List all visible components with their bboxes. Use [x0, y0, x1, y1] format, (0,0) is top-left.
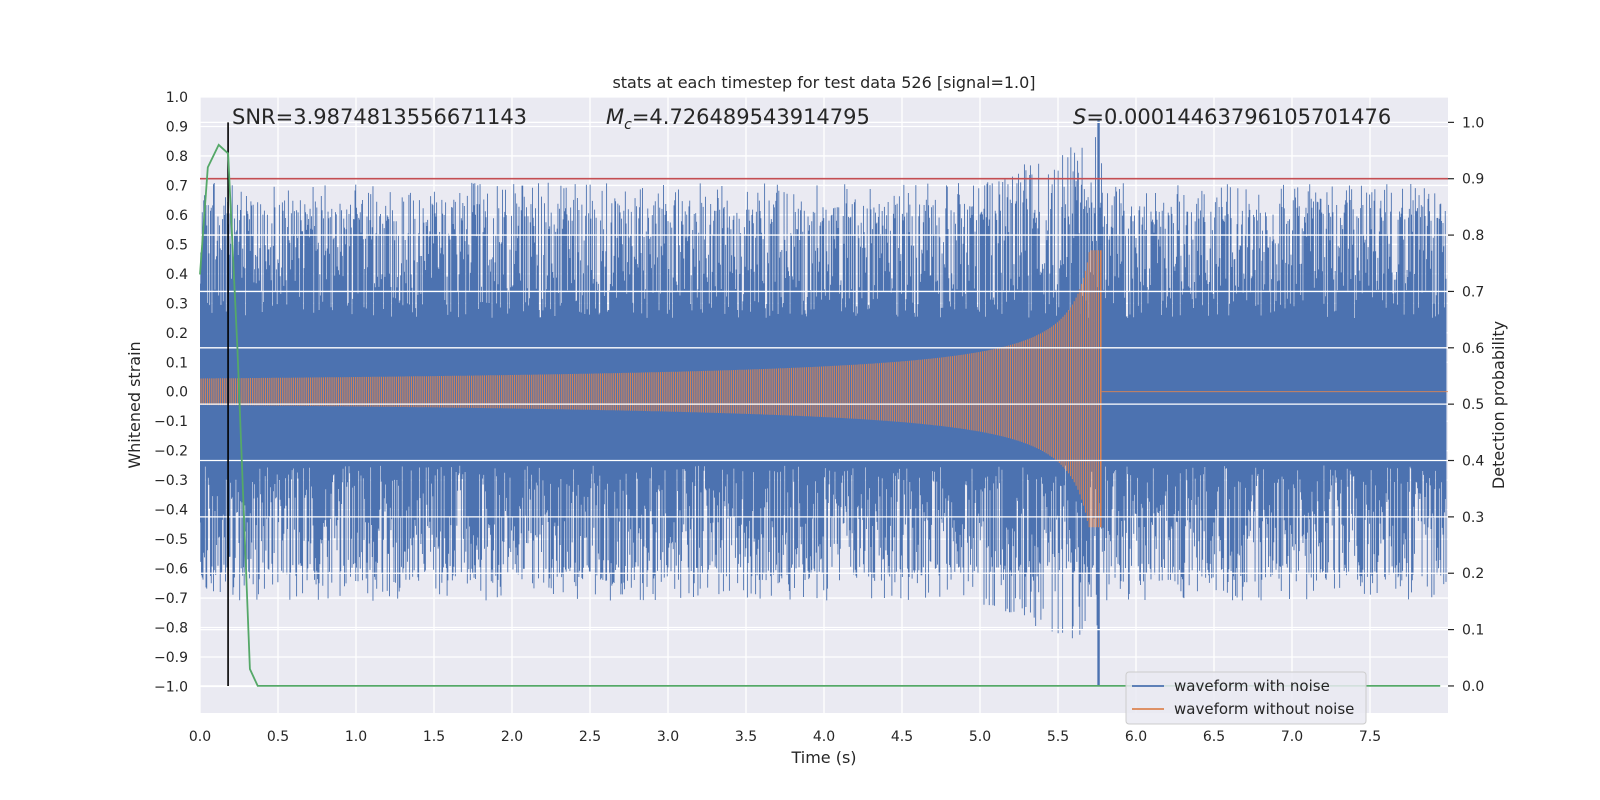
x-tick-label: 2.0	[501, 729, 523, 745]
x-tick-label: 1.0	[345, 729, 367, 745]
y2-axis-label: Detection probability	[1489, 321, 1508, 489]
y-tick-label: −0.9	[154, 650, 188, 666]
y-tick-label: 0.4	[166, 267, 188, 283]
y-tick-label: −0.1	[154, 414, 188, 430]
y2-tick-label: 0.8	[1462, 228, 1484, 244]
y-tick-label: −0.5	[154, 532, 188, 548]
x-tick-label: 7.0	[1281, 729, 1303, 745]
legend-label-no-noise: waveform without noise	[1174, 700, 1354, 718]
x-tick-label: 6.0	[1125, 729, 1147, 745]
y-tick-label: −0.4	[154, 503, 188, 519]
y-tick-label: 1.0	[166, 90, 188, 106]
y2-tick-label: 0.0	[1462, 679, 1484, 695]
s-value: =0.00014463796105701476	[1086, 105, 1391, 129]
y2-tick-label: 0.6	[1462, 341, 1484, 357]
y-tick-label: 0.6	[166, 208, 188, 224]
y2-tick-label: 0.2	[1462, 566, 1484, 582]
legend-box	[1125, 671, 1367, 725]
y-tick-label: −1.0	[154, 679, 188, 695]
x-tick-label: 6.5	[1203, 729, 1225, 745]
y2-tick-label: 0.3	[1462, 510, 1484, 526]
x-tick-label: 7.5	[1359, 729, 1381, 745]
x-axis-label: Time (s)	[790, 748, 856, 767]
x-tick-label: 0.0	[189, 729, 211, 745]
chirp-mass-subscript: c	[624, 117, 632, 133]
series-detection-probability	[199, 143, 1441, 687]
x-tick-label: 5.0	[969, 729, 991, 745]
x-axis-ticks: 0.0 0.5 1.0 1.5 2.0 2.5 3.0 3.5 4.0 4.5 5.0 5.5 6.0 6…	[189, 729, 1381, 745]
y2-tick-label: 0.1	[1462, 623, 1484, 639]
y2-tick-label: 1.0	[1462, 115, 1484, 131]
chart-title: stats at each timestep for test data 526…	[612, 73, 1035, 92]
y-tick-label: 0.0	[166, 385, 188, 401]
y-tick-label: 0.8	[166, 149, 188, 165]
y2-tick-label: 0.7	[1462, 284, 1484, 300]
x-tick-label: 5.5	[1047, 729, 1069, 745]
chirp-mass-value: =4.726489543914795	[632, 105, 870, 129]
x-tick-label: 3.0	[657, 729, 679, 745]
x-tick-label: 2.5	[579, 729, 601, 745]
y-tick-label: 0.3	[166, 296, 188, 312]
snr-annotation: SNR=3.9874813556671143	[232, 105, 527, 129]
y-axis-label: Whitened strain	[125, 341, 144, 468]
legend-label-noise: waveform with noise	[1174, 677, 1330, 695]
y-tick-label: −0.2	[154, 444, 188, 460]
s-symbol: S	[1073, 105, 1086, 129]
x-tick-label: 4.5	[891, 729, 913, 745]
x-tick-label: 1.5	[423, 729, 445, 745]
series-waveform-without-noise	[200, 250, 1448, 528]
y-tick-label: 0.2	[166, 326, 188, 342]
s-annotation: S=0.00014463796105701476	[1073, 105, 1391, 129]
y-tick-label: 0.1	[166, 355, 188, 371]
y-tick-label: 0.7	[166, 178, 188, 194]
y-tick-label: 0.9	[166, 119, 188, 135]
legend: waveform with noise waveform without noi…	[1125, 671, 1367, 725]
chirp-mass-symbol: M	[606, 105, 624, 129]
y-tick-label: −0.8	[154, 621, 188, 637]
y-tick-label: 0.5	[166, 237, 188, 253]
y-tick-label: −0.6	[154, 562, 188, 578]
y-tick-label: −0.3	[154, 473, 188, 489]
y2-axis-ticks: 1.0 0.9 0.8 0.7 0.6 0.5 0.4 0.3 0.2 0.1 0.0	[1448, 115, 1484, 695]
chirp-mass-annotation: Mc=4.726489543914795	[606, 105, 870, 133]
y2-tick-label: 0.4	[1462, 454, 1484, 470]
y-axis-ticks: 1.0 0.9 0.8 0.7 0.6 0.5 0.4 0.3 0.2 0.1 0.0 −0.1 −0.…	[154, 90, 188, 695]
y2-tick-label: 0.5	[1462, 397, 1484, 413]
y-tick-label: −0.7	[154, 591, 188, 607]
y2-tick-label: 0.9	[1462, 172, 1484, 188]
x-tick-label: 0.5	[267, 729, 289, 745]
x-tick-label: 3.5	[735, 729, 757, 745]
x-tick-label: 4.0	[813, 729, 835, 745]
